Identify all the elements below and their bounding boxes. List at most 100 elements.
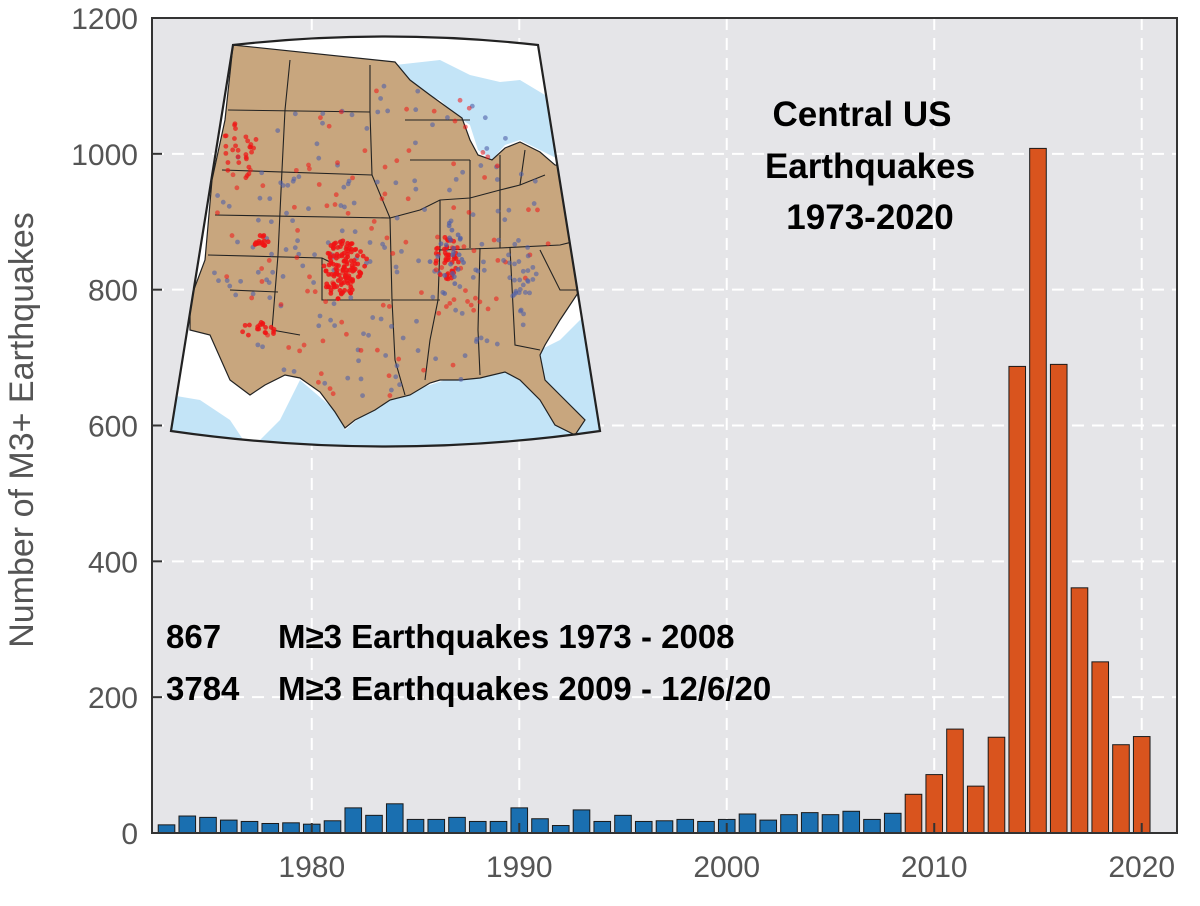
quake-dot bbox=[338, 109, 344, 115]
bar-2012 bbox=[966, 785, 985, 834]
quake-dot bbox=[306, 162, 311, 168]
quake-dot bbox=[257, 233, 263, 238]
quake-dot bbox=[442, 260, 448, 266]
bar-1984 bbox=[385, 803, 404, 834]
bar-1974 bbox=[178, 815, 197, 834]
quake-dot bbox=[226, 203, 232, 209]
quake-dot bbox=[451, 245, 457, 251]
quake-dot bbox=[246, 164, 252, 170]
quake-dot bbox=[318, 371, 324, 377]
quake-dot bbox=[215, 210, 220, 216]
quake-dot bbox=[481, 259, 486, 265]
quake-dot bbox=[331, 284, 336, 290]
quake-dot bbox=[232, 122, 237, 128]
quake-dot bbox=[379, 196, 385, 202]
quake-dot bbox=[403, 239, 409, 245]
quake-dot bbox=[520, 268, 526, 274]
quake-dot bbox=[458, 376, 464, 382]
bar-2016 bbox=[1049, 363, 1068, 834]
quake-dot bbox=[478, 335, 484, 341]
quake-dot bbox=[269, 251, 274, 257]
quake-dot bbox=[322, 380, 328, 386]
quake-dot bbox=[468, 302, 474, 308]
quake-dot bbox=[473, 267, 479, 273]
bar-2001 bbox=[738, 813, 757, 834]
quake-dot bbox=[270, 269, 276, 275]
quake-dot bbox=[525, 268, 531, 273]
quake-dot bbox=[442, 291, 448, 296]
quake-dot bbox=[518, 171, 524, 177]
quake-dot bbox=[413, 186, 419, 192]
quake-dot bbox=[443, 304, 449, 309]
quake-dot bbox=[450, 362, 456, 368]
quake-dot bbox=[452, 118, 458, 124]
quake-dot bbox=[393, 264, 399, 270]
quake-dot bbox=[260, 183, 266, 189]
bar-2009 bbox=[904, 793, 923, 834]
quake-dot bbox=[367, 259, 373, 264]
quake-dot bbox=[433, 267, 439, 273]
quake-dot bbox=[235, 239, 240, 245]
quake-dot bbox=[370, 315, 376, 320]
quake-dot bbox=[495, 258, 501, 263]
chart-title: Central US Earthquakes 1973-2020 bbox=[765, 95, 975, 237]
quake-dot bbox=[316, 155, 322, 161]
quake-dot bbox=[335, 278, 341, 283]
quake-dot bbox=[397, 382, 402, 388]
quake-dot bbox=[506, 252, 511, 258]
quake-dot bbox=[327, 255, 333, 261]
map-border bbox=[169, 35, 602, 448]
quake-dot bbox=[324, 203, 330, 209]
quake-dot bbox=[358, 249, 363, 255]
quake-dot bbox=[471, 248, 477, 254]
bar-1987 bbox=[448, 816, 466, 834]
quake-dot bbox=[281, 367, 287, 373]
quake-dot bbox=[333, 240, 338, 246]
quake-dot bbox=[295, 238, 300, 244]
y-tick-label: 1200 bbox=[71, 3, 138, 36]
quake-dot bbox=[328, 290, 334, 296]
quake-dot bbox=[485, 306, 491, 312]
quake-dot bbox=[329, 271, 334, 277]
quake-dot bbox=[280, 274, 286, 279]
quake-dot bbox=[396, 356, 402, 362]
quake-dot bbox=[220, 199, 226, 205]
bar-2003 bbox=[780, 814, 798, 834]
quake-dot bbox=[314, 141, 320, 147]
bar-2004 bbox=[800, 812, 819, 834]
quake-dot bbox=[292, 204, 297, 210]
annotation-text-1: M≥3 Earthquakes 1973 - 2008 bbox=[278, 618, 735, 655]
quake-dot bbox=[481, 267, 487, 273]
quake-dot bbox=[318, 115, 323, 121]
annotation-count-1: 867 bbox=[166, 618, 221, 655]
quake-dot bbox=[286, 345, 292, 350]
quake-dot bbox=[316, 323, 322, 329]
quake-dot bbox=[465, 299, 470, 304]
bar-1989 bbox=[489, 820, 508, 834]
quake-dot bbox=[527, 290, 532, 296]
quake-dot bbox=[340, 267, 346, 273]
quake-dot bbox=[450, 252, 456, 258]
quake-dot bbox=[229, 233, 235, 238]
bar-1993 bbox=[572, 809, 591, 834]
quake-dot bbox=[451, 161, 457, 167]
quake-dot bbox=[252, 241, 258, 247]
quake-dot bbox=[360, 253, 366, 259]
quake-dot bbox=[305, 288, 310, 294]
quake-dot bbox=[316, 379, 321, 385]
bar-1982 bbox=[344, 807, 363, 834]
quake-dot bbox=[520, 282, 526, 288]
bar-1994 bbox=[593, 820, 612, 834]
quake-dot bbox=[525, 279, 531, 284]
quake-dot bbox=[257, 195, 263, 201]
quake-dot bbox=[443, 242, 449, 248]
quake-dot bbox=[335, 245, 341, 250]
x-tick-label: 2010 bbox=[901, 851, 968, 884]
quake-dot bbox=[466, 209, 472, 215]
quake-dot bbox=[243, 152, 249, 157]
quake-dot bbox=[507, 260, 512, 266]
quake-dot bbox=[416, 258, 421, 264]
quake-dot bbox=[513, 290, 519, 296]
bar-2015 bbox=[1029, 147, 1047, 834]
quake-dot bbox=[283, 247, 289, 252]
